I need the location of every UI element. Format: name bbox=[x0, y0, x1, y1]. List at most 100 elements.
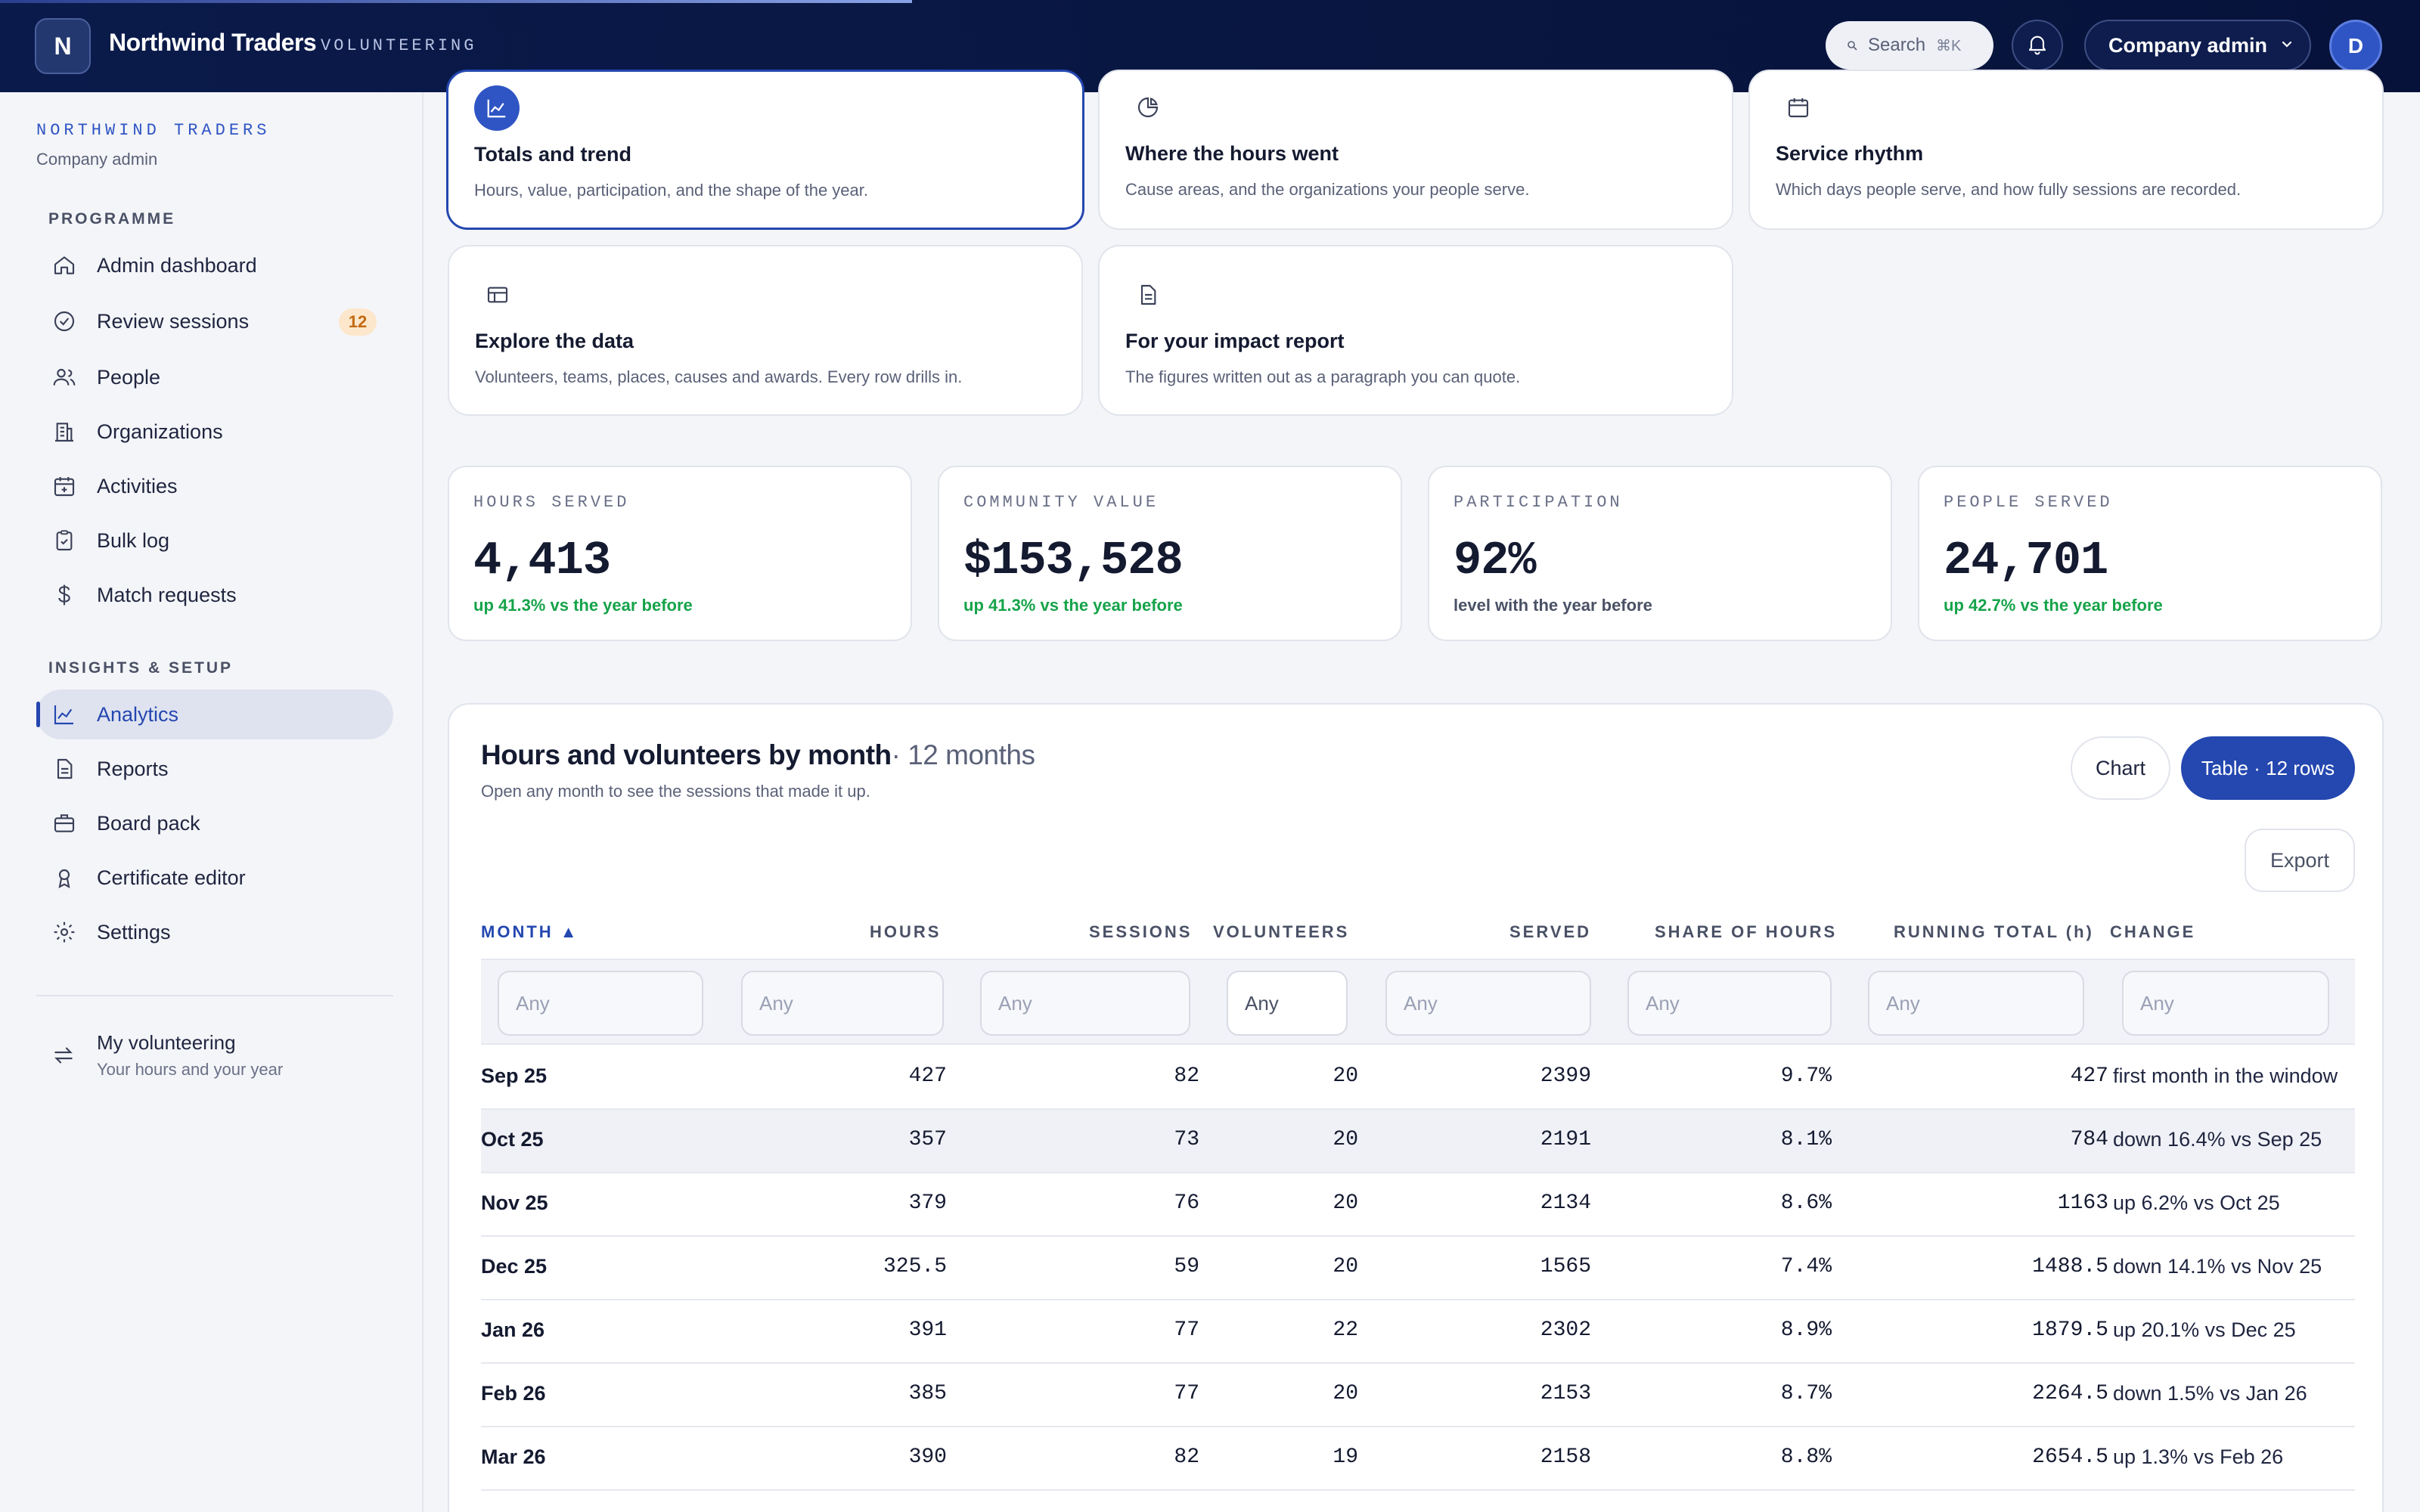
cell-running-total: 1879.5 bbox=[2032, 1318, 2108, 1342]
cell-month: Jan 26 bbox=[481, 1318, 545, 1341]
stat-value: 92% bbox=[1454, 534, 1537, 587]
search-button[interactable]: Search ⌘K bbox=[1826, 21, 1993, 70]
notifications-button[interactable] bbox=[2012, 20, 2063, 71]
filter-change-input[interactable]: Any bbox=[2122, 971, 2329, 1036]
filter-month-input[interactable]: Any bbox=[498, 971, 703, 1036]
pie-chart-icon bbox=[1125, 85, 1171, 130]
filter-volunteers-input[interactable]: Any bbox=[1227, 971, 1348, 1036]
table-row[interactable]: Mar 26 390 82 19 2158 8.8% 2654.5 up 1.3% vs Fe… bbox=[481, 1427, 2355, 1491]
cell-volunteers: 20 bbox=[1333, 1064, 1358, 1088]
column-header-volunteers[interactable]: VOLUNTEERS bbox=[1213, 922, 1350, 941]
award-icon bbox=[51, 865, 77, 891]
column-header-share[interactable]: SHARE OF HOURS bbox=[1655, 922, 1838, 941]
tab-impact-report[interactable]: For your impact report The figures writt… bbox=[1098, 245, 1733, 416]
cell-sessions: 59 bbox=[1174, 1255, 1199, 1278]
cell-running-total: 2264.5 bbox=[2032, 1382, 2108, 1405]
sidebar-item-certificate-editor[interactable]: Certificate editor bbox=[36, 853, 393, 903]
sidebar-item-organizations[interactable]: Organizations bbox=[36, 407, 393, 457]
tab-where-the-hours-went[interactable]: Where the hours went Cause areas, and th… bbox=[1098, 70, 1733, 230]
line-chart-icon bbox=[51, 702, 77, 727]
brand-subtitle: VOLUNTEERING bbox=[321, 36, 477, 55]
stat-change: level with the year before bbox=[1454, 596, 1652, 615]
tab-title: Service rhythm bbox=[1776, 142, 1924, 165]
sidebar-item-analytics[interactable]: Analytics bbox=[36, 689, 393, 739]
export-button[interactable]: Export bbox=[2245, 829, 2355, 892]
my-volunteering-title: My volunteering bbox=[97, 1031, 236, 1054]
table-row[interactable]: Jan 26 391 77 22 2302 8.9% 1879.5 up 20.1% vs D… bbox=[481, 1300, 2355, 1364]
sidebar-item-label: Board pack bbox=[97, 811, 200, 835]
cell-change: up 20.1% vs Dec 25 bbox=[2113, 1318, 2296, 1341]
role-select[interactable]: Company admin bbox=[2084, 20, 2311, 71]
avatar[interactable]: D bbox=[2329, 20, 2382, 73]
cell-share: 8.9% bbox=[1780, 1318, 1832, 1342]
cell-volunteers: 20 bbox=[1333, 1255, 1358, 1278]
programme-section-label: PROGRAMME bbox=[48, 210, 176, 228]
cell-served: 2153 bbox=[1540, 1382, 1591, 1405]
cell-hours: 325.5 bbox=[883, 1255, 947, 1278]
document-icon bbox=[51, 756, 77, 782]
cell-month: Dec 25 bbox=[481, 1255, 548, 1278]
sidebar-item-reports[interactable]: Reports bbox=[36, 744, 393, 794]
my-volunteering-link[interactable]: My volunteering Your hours and your year bbox=[36, 1024, 393, 1092]
table-view-button[interactable]: Table · 12 rows bbox=[2181, 736, 2355, 800]
panel-description: Open any month to see the sessions that … bbox=[481, 782, 870, 801]
cell-hours: 357 bbox=[908, 1128, 947, 1151]
cell-volunteers: 19 bbox=[1333, 1445, 1358, 1469]
column-header-sessions[interactable]: SESSIONS bbox=[1089, 922, 1193, 941]
column-header-running-total[interactable]: RUNNING TOTAL (h) bbox=[1894, 922, 2094, 941]
sidebar-item-bulk-log[interactable]: Bulk log bbox=[36, 516, 393, 565]
chart-view-button[interactable]: Chart bbox=[2071, 736, 2170, 800]
cell-month: Nov 25 bbox=[481, 1191, 548, 1214]
stat-people-served: PEOPLE SERVED 24,701 up 42.7% vs the yea… bbox=[1918, 466, 2382, 641]
sidebar-item-label: Reports bbox=[97, 757, 169, 780]
table-row[interactable]: Dec 25 325.5 59 20 1565 7.4% 1488.5 down 14.1% … bbox=[481, 1237, 2355, 1300]
cell-share: 7.4% bbox=[1780, 1255, 1832, 1278]
sidebar-item-board-pack[interactable]: Board pack bbox=[36, 798, 393, 848]
cell-running-total: 784 bbox=[2070, 1128, 2108, 1151]
stat-change: up 41.3% vs the year before bbox=[963, 596, 1183, 615]
sidebar-item-label: Bulk log bbox=[97, 528, 170, 552]
table-icon bbox=[475, 272, 520, 318]
sidebar-item-match-requests[interactable]: Match requests bbox=[36, 570, 393, 620]
sidebar-item-people[interactable]: People bbox=[36, 352, 393, 402]
chevron-down-icon bbox=[2279, 34, 2294, 57]
cell-served: 2158 bbox=[1540, 1445, 1591, 1469]
sidebar-item-label: Certificate editor bbox=[97, 866, 246, 889]
cell-running-total: 427 bbox=[2070, 1064, 2108, 1088]
table-row[interactable]: Sep 25 427 82 20 2399 9.7% 427 first month in t… bbox=[481, 1046, 2355, 1110]
tab-service-rhythm[interactable]: Service rhythm Which days people serve, … bbox=[1748, 70, 2384, 230]
role-select-label: Company admin bbox=[2108, 33, 2268, 57]
filter-hours-input[interactable]: Any bbox=[741, 971, 944, 1036]
cell-hours: 379 bbox=[908, 1191, 947, 1215]
logo[interactable]: N bbox=[35, 18, 91, 74]
sidebar-item-settings[interactable]: Settings bbox=[36, 907, 393, 957]
filter-served-input[interactable]: Any bbox=[1385, 971, 1591, 1036]
filter-running-total-input[interactable]: Any bbox=[1868, 971, 2084, 1036]
tab-totals-and-trend[interactable]: Totals and trend Hours, value, participa… bbox=[446, 70, 1084, 230]
panel-title: Hours and volunteers by month· 12 months bbox=[481, 739, 1035, 771]
column-header-served[interactable]: SERVED bbox=[1509, 922, 1592, 941]
table-row[interactable]: Oct 25 357 73 20 2191 8.1% 784 down 16.4% vs Se… bbox=[481, 1110, 2355, 1173]
sidebar-item-activities[interactable]: Activities bbox=[36, 461, 393, 511]
stat-hours-served: HOURS SERVED 4,413 up 41.3% vs the year … bbox=[448, 466, 912, 641]
stat-label: COMMUNITY VALUE bbox=[963, 493, 1159, 512]
cell-volunteers: 22 bbox=[1333, 1318, 1358, 1342]
table-row[interactable]: Nov 25 379 76 20 2134 8.6% 1163 up 6.2% vs Oct … bbox=[481, 1173, 2355, 1237]
column-header-change[interactable]: CHANGE bbox=[2110, 922, 2196, 941]
stat-label: HOURS SERVED bbox=[473, 493, 630, 512]
column-header-hours[interactable]: HOURS bbox=[870, 922, 942, 941]
sidebar-item-review-sessions[interactable]: Review sessions 12 bbox=[36, 296, 393, 346]
filter-share-input[interactable]: Any bbox=[1627, 971, 1832, 1036]
column-header-month[interactable]: MONTH ▲ bbox=[481, 922, 579, 941]
building-icon bbox=[51, 419, 77, 445]
cell-sessions: 77 bbox=[1174, 1318, 1199, 1342]
cell-change: down 16.4% vs Sep 25 bbox=[2113, 1128, 2322, 1151]
cell-share: 9.7% bbox=[1780, 1064, 1832, 1088]
tab-explore-the-data[interactable]: Explore the data Volunteers, teams, plac… bbox=[448, 245, 1083, 416]
stat-change: up 41.3% vs the year before bbox=[473, 596, 693, 615]
cell-month: Oct 25 bbox=[481, 1128, 544, 1151]
filter-sessions-input[interactable]: Any bbox=[980, 971, 1190, 1036]
table-row[interactable]: Feb 26 385 77 20 2153 8.7% 2264.5 down 1.5% vs … bbox=[481, 1364, 2355, 1427]
sidebar-item-admin-dashboard[interactable]: Admin dashboard bbox=[36, 240, 393, 290]
cell-served: 1565 bbox=[1540, 1255, 1591, 1278]
